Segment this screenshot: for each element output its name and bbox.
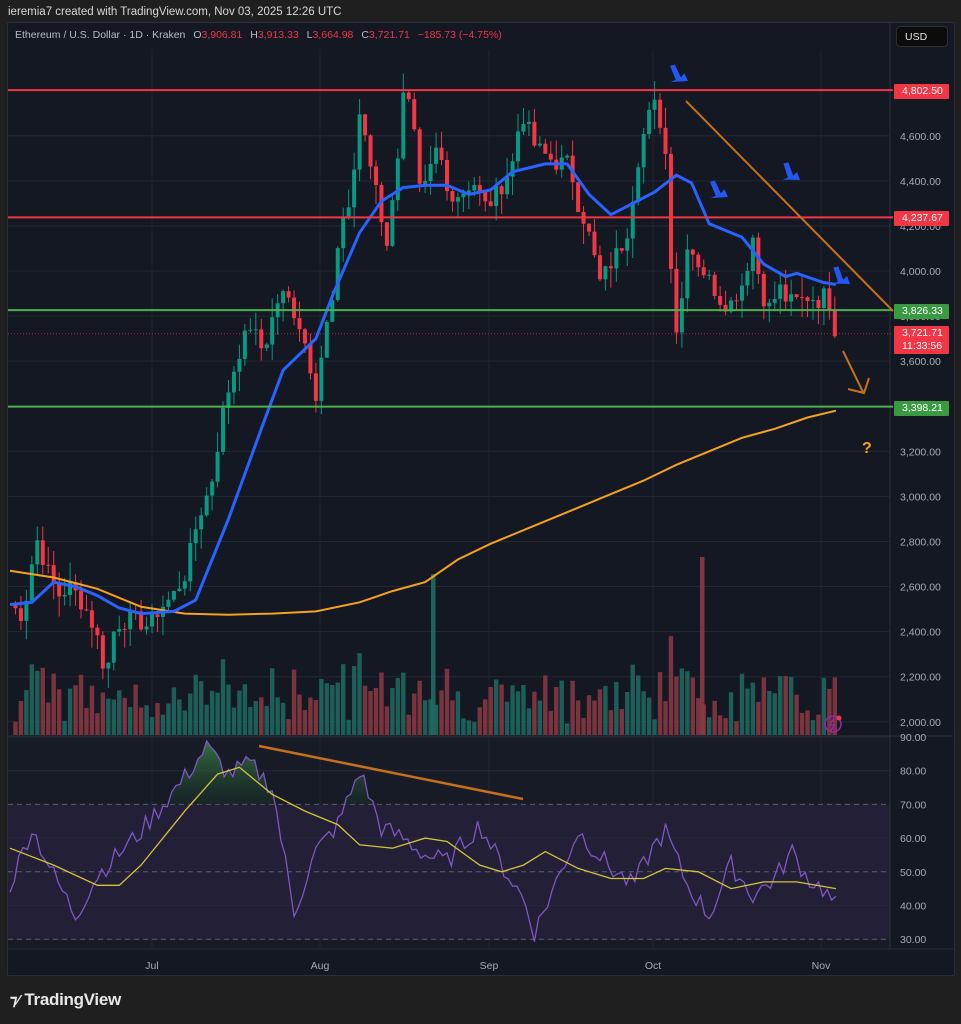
svg-text:4,400.00: 4,400.00	[900, 176, 941, 188]
close-label: C	[361, 29, 369, 41]
x-label-oct: Oct	[644, 960, 662, 972]
high-label: H	[250, 29, 258, 41]
x-label-nov: Nov	[811, 960, 831, 972]
price-tag-resistance-mid: 4,237.67	[894, 211, 949, 226]
x-label-sep: Sep	[479, 960, 499, 972]
change-value: −185.73 (−4.75%)	[417, 29, 502, 41]
last-price: 3,721.71	[902, 327, 943, 339]
symbol-legend: Ethereum / U.S. Dollar · 1D · Kraken O3,…	[15, 29, 502, 41]
bar-countdown: 11:33:56	[902, 340, 943, 352]
svg-text:80.00: 80.00	[900, 766, 926, 778]
currency-button[interactable]: USD	[896, 26, 948, 47]
x-label-jul: Jul	[145, 960, 159, 972]
price-tag-support-mid: 3,826.33	[894, 304, 949, 319]
svg-text:3,600.00: 3,600.00	[900, 356, 941, 368]
question-mark-annotation: ?	[862, 440, 872, 457]
attribution: ieremia7 created with TradingView.com, N…	[8, 6, 342, 18]
svg-text:3,200.00: 3,200.00	[900, 446, 941, 458]
low-label: L	[306, 29, 313, 41]
svg-text:30.00: 30.00	[900, 934, 926, 946]
x-label-aug: Aug	[310, 960, 330, 972]
tradingview-logo[interactable]: ⁊⁄ TradingView	[10, 990, 121, 1010]
last-price-tag: 3,721.71 11:33:56	[894, 326, 949, 354]
open-value: 3,906.81	[201, 29, 243, 41]
svg-text:2,000.00: 2,000.00	[900, 717, 941, 729]
symbol-name: Ethereum / U.S. Dollar · 1D · Kraken	[15, 29, 186, 41]
svg-text:3,000.00: 3,000.00	[900, 491, 941, 503]
tradingview-logo-text: TradingView	[24, 990, 121, 1009]
price-tag-support-low: 3,398.21	[894, 401, 949, 416]
svg-text:2,800.00: 2,800.00	[900, 536, 941, 548]
svg-text:60.00: 60.00	[900, 833, 926, 845]
close-value: 3,721.71	[368, 29, 410, 41]
svg-text:4,000.00: 4,000.00	[900, 266, 941, 278]
price-tag-resistance-top: 4,802.50	[894, 84, 949, 99]
svg-text:70.00: 70.00	[900, 799, 926, 811]
tradingview-logo-icon: ⁊⁄	[10, 992, 20, 1009]
svg-text:2,600.00: 2,600.00	[900, 582, 941, 594]
open-label: O	[193, 29, 202, 41]
svg-text:50.00: 50.00	[900, 867, 926, 879]
high-value: 3,913.33	[257, 29, 299, 41]
svg-text:40.00: 40.00	[900, 901, 926, 913]
svg-text:2,200.00: 2,200.00	[900, 672, 941, 684]
svg-text:90.00: 90.00	[900, 732, 926, 744]
svg-text:4,600.00: 4,600.00	[900, 131, 941, 143]
svg-text:2,400.00: 2,400.00	[900, 627, 941, 639]
low-value: 3,664.98	[312, 29, 354, 41]
